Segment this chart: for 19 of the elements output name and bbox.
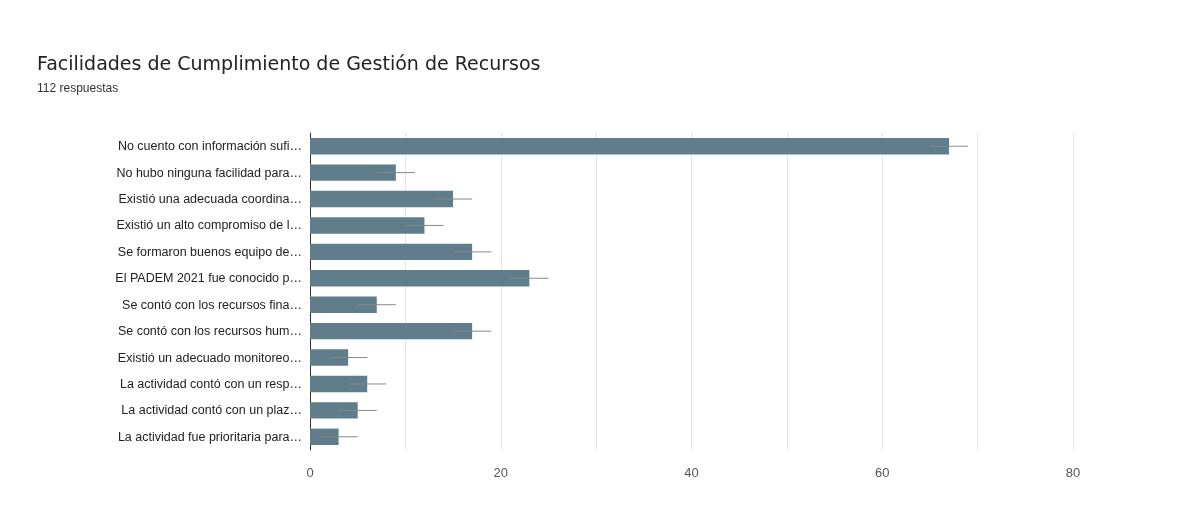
x-tick-label: 0 [306, 465, 314, 480]
y-tick-label: Existió un adecuado monitoreo… [117, 350, 302, 365]
y-tick-label: Se contó con los recursos hum… [117, 324, 302, 339]
y-tick-label: No hubo ninguna facilidad para… [116, 165, 302, 180]
x-tick-label: 80 [1065, 465, 1081, 480]
x-tick-label: 40 [684, 465, 699, 480]
y-tick-label: Se formaron buenos equipo de… [117, 244, 302, 259]
x-tick-label: 60 [875, 465, 890, 480]
y-tick-label: No cuento con información sufi… [117, 139, 302, 154]
y-tick-label: El PADEM 2021 fue conocido p… [115, 271, 302, 286]
y-tick-label: Se contó con los recursos fina… [122, 297, 302, 312]
y-tick-label: La actividad contó con un resp… [119, 376, 302, 391]
text: 112 respuestas [37, 81, 119, 95]
x-tick-label: 20 [493, 465, 508, 480]
y-tick-label: La actividad contó con un plaz… [121, 403, 302, 418]
chart-title: Facilidades de Cumplimiento de Gestión de Recursos [37, 51, 541, 74]
y-tick-label: Existió una adecuada coordina… [118, 192, 302, 207]
y-tick-label: La actividad fue prioritaria para… [117, 429, 302, 444]
y-tick-label: Existió un alto compromiso de l… [116, 218, 302, 233]
